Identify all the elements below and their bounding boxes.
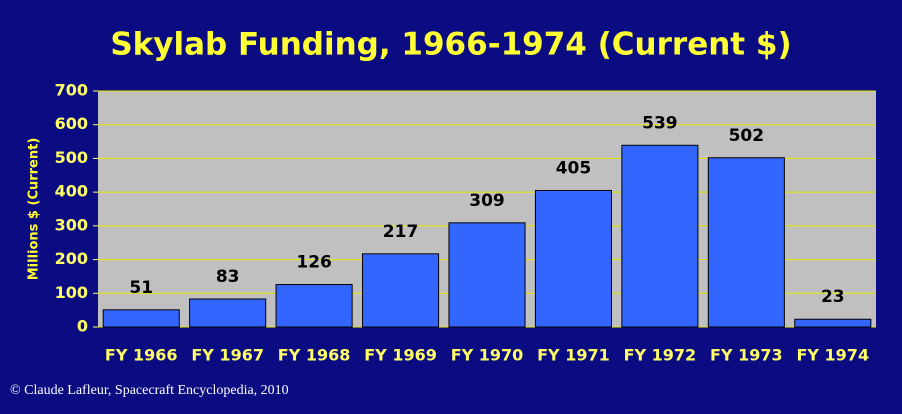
y-tick-label: 300 <box>55 215 88 234</box>
value-label: 83 <box>216 267 240 287</box>
bar <box>794 318 872 328</box>
bar <box>534 189 612 328</box>
bar <box>362 253 440 328</box>
y-tick-label: 600 <box>55 114 88 133</box>
x-tick-label: FY 1969 <box>364 346 437 365</box>
value-label: 217 <box>383 222 419 242</box>
x-tick-label: FY 1971 <box>537 346 610 365</box>
value-label: 51 <box>129 278 153 298</box>
value-label: 539 <box>642 113 678 133</box>
x-tick-label: FY 1966 <box>105 346 178 365</box>
y-tick-label: 200 <box>55 249 88 268</box>
bar <box>621 144 699 328</box>
x-tick-label: FY 1972 <box>624 346 697 365</box>
y-tick-label: 500 <box>55 148 88 167</box>
value-label: 502 <box>729 126 765 146</box>
bar <box>275 284 353 328</box>
value-label: 309 <box>469 191 505 211</box>
y-tick-label: 100 <box>55 283 88 302</box>
chart-title: Skylab Funding, 1966-1974 (Current $) <box>110 27 791 63</box>
x-tick-label: FY 1970 <box>451 346 524 365</box>
value-label: 126 <box>296 253 332 273</box>
x-tick-label: FY 1974 <box>796 346 869 365</box>
bar <box>707 157 785 328</box>
y-tick-label: 400 <box>55 182 88 201</box>
bar <box>448 222 526 328</box>
y-tick-label: 0 <box>77 317 88 336</box>
bar <box>189 298 267 328</box>
y-tick-label: 700 <box>55 81 88 100</box>
bar <box>102 309 180 328</box>
x-tick-label: FY 1967 <box>191 346 264 365</box>
x-tick-label: FY 1973 <box>710 346 783 365</box>
value-label: 405 <box>556 158 592 178</box>
y-axis-label: Millions $ (Current) <box>27 138 42 281</box>
x-tick-label: FY 1968 <box>278 346 351 365</box>
value-label: 23 <box>821 287 845 307</box>
source-note: © Claude Lafleur, Spacecraft Encyclopedi… <box>10 383 289 398</box>
